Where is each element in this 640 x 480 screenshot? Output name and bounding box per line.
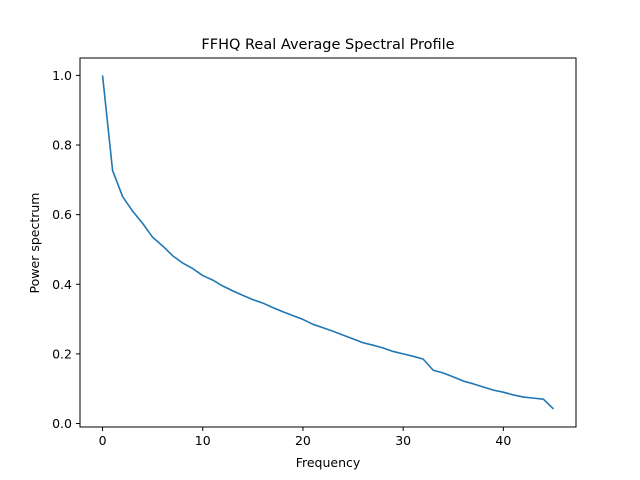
y-tick-label: 0.8 <box>52 138 72 153</box>
series-line <box>101 75 555 410</box>
y-axis-label: Power spectrum <box>27 193 42 294</box>
y-tick-label: 0.2 <box>52 346 72 361</box>
x-tick-label: 0 <box>99 433 107 448</box>
y-tick-label: 0.4 <box>52 277 72 292</box>
x-axis-label: Frequency <box>296 455 361 470</box>
x-tick-label: 10 <box>195 433 211 448</box>
x-tick-label: 30 <box>395 433 411 448</box>
x-axis: 0 10 20 30 40 <box>99 427 511 448</box>
y-tick-label: 0.0 <box>52 416 72 431</box>
y-axis: 0.0 0.2 0.4 0.6 0.8 1.0 <box>52 68 80 431</box>
y-tick-label: 0.6 <box>52 207 72 222</box>
plot-frame <box>79 57 577 428</box>
chart-title: FFHQ Real Average Spectral Profile <box>201 37 454 53</box>
x-tick-label: 40 <box>495 433 511 448</box>
y-tick-label: 1.0 <box>52 68 72 83</box>
plot-area <box>79 57 577 428</box>
x-tick-label: 20 <box>295 433 311 448</box>
